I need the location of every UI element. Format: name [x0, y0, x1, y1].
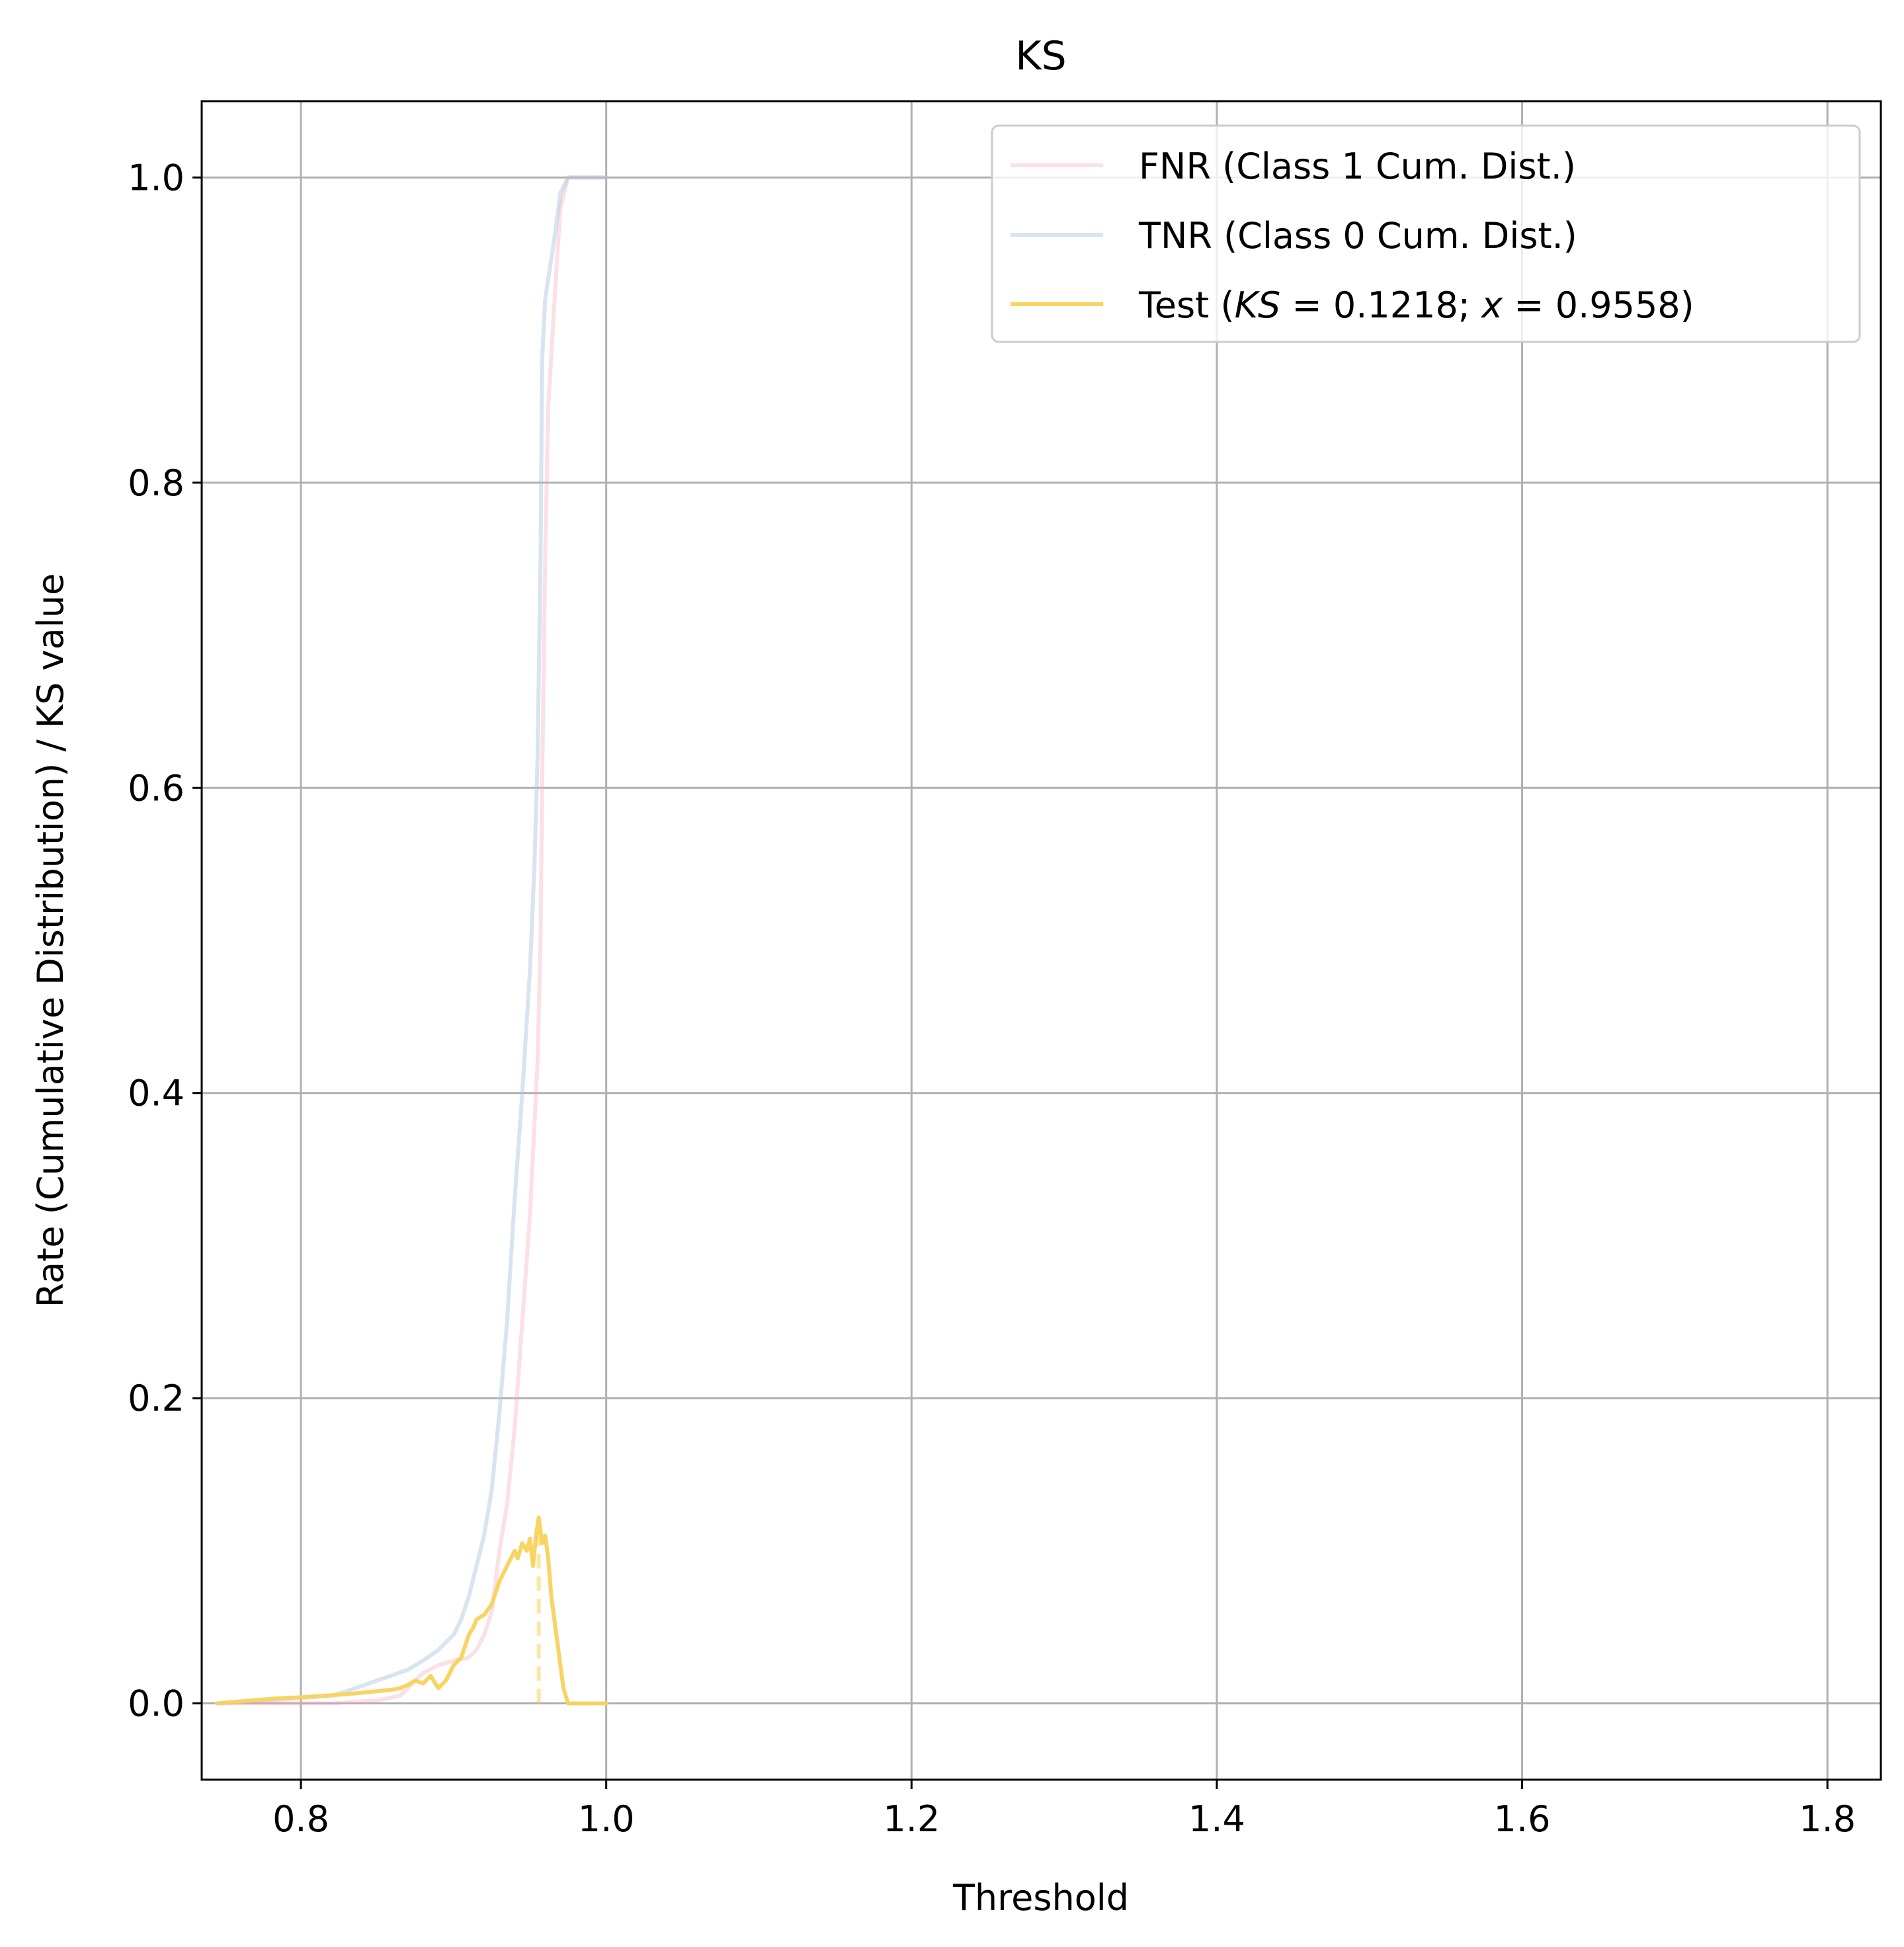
chart-title: KS: [1015, 33, 1066, 79]
plot-frame: [200, 100, 1882, 1781]
x-tick-label: 1.8: [1799, 1798, 1856, 1840]
x-tick-label: 1.0: [578, 1798, 635, 1840]
axis-ticks: 0.8 1.0 1.2 1.4 1.6 1.8 0.0 0.2 0.4 0.6 0.8 1.0: [128, 157, 1856, 1840]
series-line-1: [215, 175, 608, 1706]
y-tick-label: 0.2: [128, 1378, 185, 1419]
x-tick-label: 1.6: [1494, 1798, 1551, 1840]
y-tick-label: 0.6: [128, 767, 185, 809]
x-tick-label: 1.2: [883, 1798, 940, 1840]
y-tick-label: 0.4: [128, 1073, 185, 1114]
x-axis-label: Threshold: [952, 1877, 1129, 1919]
y-tick-label: 0.0: [128, 1683, 185, 1725]
legend-label-3: Test (KS = 0.1218; x = 0.9558): [1138, 284, 1694, 326]
y-tick-label: 0.8: [128, 462, 185, 504]
y-axis-label: Rate (Cumulative Distribution) / KS valu…: [30, 573, 71, 1307]
x-tick-label: 0.8: [272, 1798, 329, 1840]
grid-lines: [202, 101, 1881, 1780]
y-tick-label: 1.0: [128, 157, 185, 198]
legend-label-1: FNR (Class 1 Cum. Dist.): [1139, 145, 1576, 187]
legend-box: [991, 124, 1861, 343]
series-lines: [215, 175, 608, 1706]
series-line-2: [215, 175, 608, 1706]
legend-label-2: TNR (Class 0 Cum. Dist.): [1138, 215, 1577, 257]
series-line-3: [215, 1515, 608, 1706]
legend: FNR (Class 1 Cum. Dist.) TNR (Class 0 Cum…: [991, 124, 1861, 343]
x-tick-label: 1.4: [1188, 1798, 1245, 1840]
